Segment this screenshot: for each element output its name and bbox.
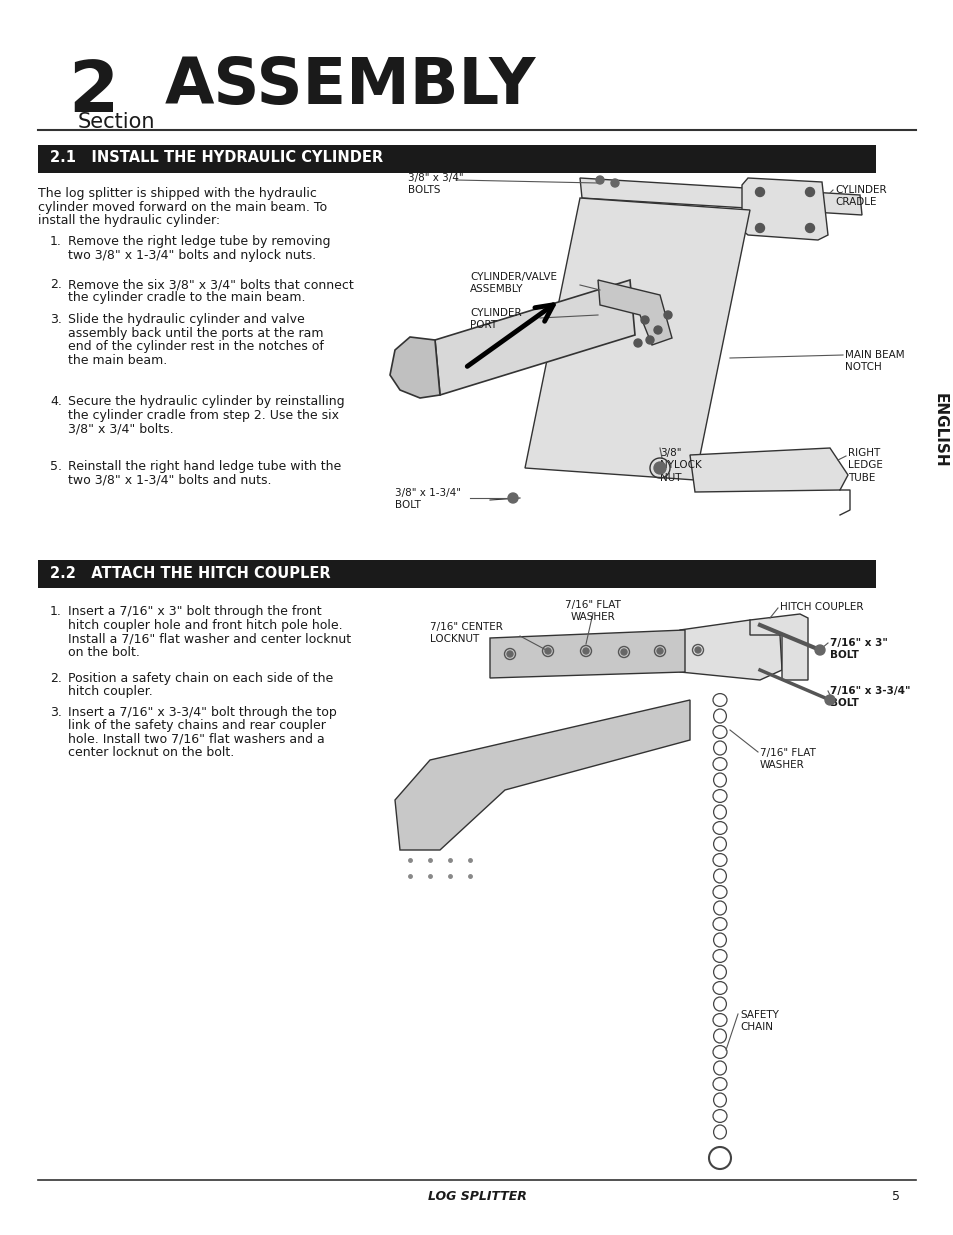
Text: Section: Section [78,112,155,132]
Circle shape [804,188,814,196]
Circle shape [645,336,654,345]
Circle shape [755,188,763,196]
Text: 2: 2 [68,58,118,127]
Circle shape [544,648,551,655]
Text: 7/16" x 3"
BOLT: 7/16" x 3" BOLT [829,638,887,661]
Circle shape [634,338,641,347]
Text: 1.: 1. [50,605,62,618]
Text: hitch coupler hole and front hitch pole hole.: hitch coupler hole and front hitch pole … [68,619,342,631]
Circle shape [596,177,603,184]
Polygon shape [395,700,689,850]
Text: hole. Install two 7/16" flat washers and a: hole. Install two 7/16" flat washers and… [68,734,324,746]
Circle shape [654,462,665,474]
Text: HITCH COUPLER: HITCH COUPLER [780,601,862,613]
Text: 5.: 5. [50,459,62,473]
Text: Reinstall the right hand ledge tube with the: Reinstall the right hand ledge tube with… [68,459,341,473]
Text: the main beam.: the main beam. [68,353,167,367]
Text: the cylinder cradle from step 2. Use the six: the cylinder cradle from step 2. Use the… [68,409,338,421]
Text: ASSEMBLY: ASSEMBLY [165,56,536,117]
Circle shape [620,650,626,655]
Circle shape [804,224,814,232]
Text: LOG SPLITTER: LOG SPLITTER [427,1191,526,1203]
Text: CYLINDER
CRADLE: CYLINDER CRADLE [834,185,885,207]
Circle shape [507,493,517,503]
Text: assembly back until the ports at the ram: assembly back until the ports at the ram [68,326,323,340]
Polygon shape [749,614,807,680]
Polygon shape [490,630,684,678]
Circle shape [610,179,618,186]
Text: 7/16" x 3-3/4"
BOLT: 7/16" x 3-3/4" BOLT [829,685,909,709]
Text: 2.2   ATTACH THE HITCH COUPLER: 2.2 ATTACH THE HITCH COUPLER [50,566,331,580]
Text: Secure the hydraulic cylinder by reinstalling: Secure the hydraulic cylinder by reinsta… [68,395,344,408]
Text: 3.: 3. [50,706,62,719]
Text: cylinder moved forward on the main beam. To: cylinder moved forward on the main beam.… [38,200,327,214]
Text: 2.: 2. [50,278,62,291]
Polygon shape [435,280,635,395]
Circle shape [506,651,513,657]
Circle shape [640,316,648,324]
Text: 1.: 1. [50,235,62,248]
Circle shape [657,648,662,655]
Text: CYLINDER/VALVE
ASSEMBLY: CYLINDER/VALVE ASSEMBLY [470,272,557,294]
Bar [38,144,875,173]
Text: The log splitter is shipped with the hydraulic: The log splitter is shipped with the hyd… [38,186,316,200]
Text: RIGHT
LEDGE
TUBE: RIGHT LEDGE TUBE [847,448,882,483]
Text: 3/8" x 3/4" bolts.: 3/8" x 3/4" bolts. [68,422,173,435]
Text: CYLINDER
PORT: CYLINDER PORT [470,308,521,331]
Text: two 3/8" x 1-3/4" bolts and nylock nuts.: two 3/8" x 1-3/4" bolts and nylock nuts. [68,248,315,262]
Text: 4.: 4. [50,395,62,408]
Text: hitch coupler.: hitch coupler. [68,685,152,699]
Text: 2.: 2. [50,672,62,685]
Text: center locknut on the bolt.: center locknut on the bolt. [68,746,234,760]
Circle shape [695,647,700,653]
Circle shape [755,224,763,232]
Text: Slide the hydraulic cylinder and valve: Slide the hydraulic cylinder and valve [68,312,304,326]
Bar [38,559,875,588]
Text: Insert a 7/16" x 3" bolt through the front: Insert a 7/16" x 3" bolt through the fro… [68,605,321,618]
Circle shape [654,326,661,333]
Text: two 3/8" x 1-3/4" bolts and nuts.: two 3/8" x 1-3/4" bolts and nuts. [68,473,272,487]
Text: 3.: 3. [50,312,62,326]
Text: 7/16" CENTER
LOCKNUT: 7/16" CENTER LOCKNUT [430,622,502,645]
Text: link of the safety chains and rear coupler: link of the safety chains and rear coupl… [68,720,326,732]
Text: Insert a 7/16" x 3-3/4" bolt through the top: Insert a 7/16" x 3-3/4" bolt through the… [68,706,336,719]
Text: 5: 5 [891,1191,899,1203]
Text: 2.1   INSTALL THE HYDRAULIC CYLINDER: 2.1 INSTALL THE HYDRAULIC CYLINDER [50,151,383,165]
Polygon shape [390,337,439,398]
Text: ENGLISH: ENGLISH [931,393,946,467]
Circle shape [824,695,834,705]
Text: SAFETY
CHAIN: SAFETY CHAIN [740,1010,778,1032]
Text: install the hydraulic cylinder:: install the hydraulic cylinder: [38,214,220,227]
Text: the cylinder cradle to the main beam.: the cylinder cradle to the main beam. [68,291,305,305]
Polygon shape [679,620,781,680]
Text: 3/8" x 3/4"
BOLTS: 3/8" x 3/4" BOLTS [408,173,463,195]
Text: Remove the six 3/8" x 3/4" bolts that connect: Remove the six 3/8" x 3/4" bolts that co… [68,278,354,291]
Circle shape [663,311,671,319]
Text: 7/16" FLAT
WASHER: 7/16" FLAT WASHER [760,748,815,771]
Text: Install a 7/16" flat washer and center locknut: Install a 7/16" flat washer and center l… [68,632,351,645]
Polygon shape [598,280,671,345]
Text: Position a safety chain on each side of the: Position a safety chain on each side of … [68,672,333,685]
Text: Remove the right ledge tube by removing: Remove the right ledge tube by removing [68,235,330,248]
Circle shape [814,645,824,655]
Polygon shape [689,448,847,492]
Polygon shape [741,178,827,240]
Text: on the bolt.: on the bolt. [68,646,140,658]
Text: 7/16" FLAT
WASHER: 7/16" FLAT WASHER [564,600,620,622]
Text: MAIN BEAM
NOTCH: MAIN BEAM NOTCH [844,350,903,373]
Text: 3/8" x 1-3/4"
BOLT: 3/8" x 1-3/4" BOLT [395,488,460,510]
Polygon shape [524,198,749,480]
Circle shape [582,648,588,655]
Polygon shape [579,178,862,215]
Text: end of the cylinder rest in the notches of: end of the cylinder rest in the notches … [68,340,323,353]
Text: 3/8"
NYLOCK
NUT: 3/8" NYLOCK NUT [659,448,701,483]
